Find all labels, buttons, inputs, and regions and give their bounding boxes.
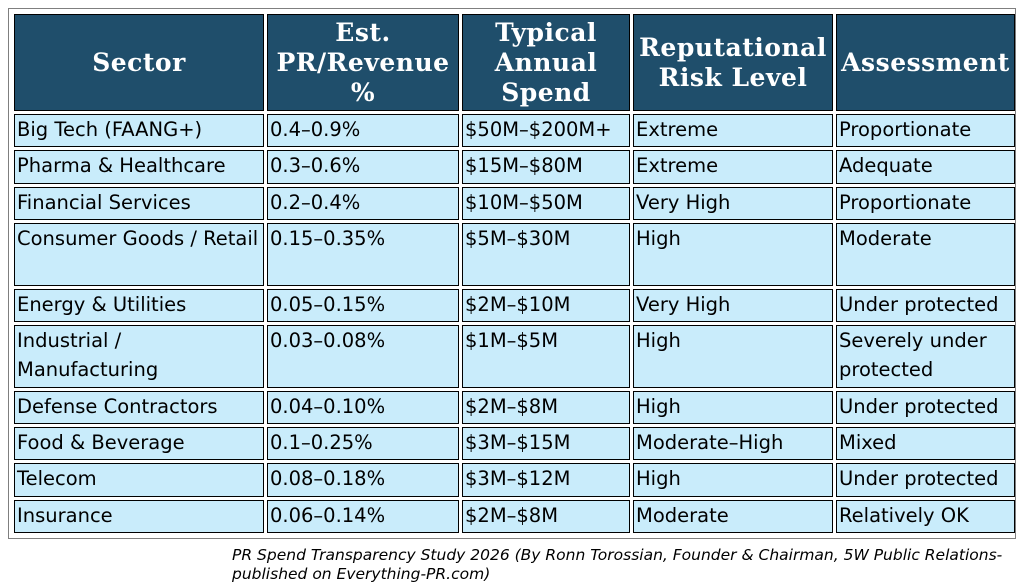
cell-assessment: Moderate: [836, 222, 1015, 286]
cell-assessment: Under protected: [836, 390, 1015, 424]
header-risk-level: Reputational Risk Level: [633, 14, 833, 111]
cell-annual-spend: $2M–$10M: [462, 288, 630, 322]
cell-sector: Industrial / Manufacturing: [14, 324, 264, 388]
pr-spend-table: Sector Est. PR/Revenue % Typical Annual …: [11, 11, 1018, 536]
cell-risk-level: High: [633, 463, 833, 497]
cell-annual-spend: $50M–$200M+: [462, 114, 630, 148]
cell-pr-revenue: 0.15–0.35%: [267, 222, 459, 286]
cell-pr-revenue: 0.03–0.08%: [267, 324, 459, 388]
cell-assessment: Under protected: [836, 288, 1015, 322]
cell-assessment: Severely under protected: [836, 324, 1015, 388]
cell-sector: Food & Beverage: [14, 426, 264, 461]
table-row: Energy & Utilities 0.05–0.15% $2M–$10M V…: [14, 288, 1015, 322]
cell-risk-level: Extreme: [633, 150, 833, 184]
cell-annual-spend: $2M–$8M: [462, 390, 630, 424]
table-row: Pharma & Healthcare 0.3–0.6% $15M–$80M E…: [14, 150, 1015, 184]
cell-annual-spend: $2M–$8M: [462, 499, 630, 533]
cell-sector: Pharma & Healthcare: [14, 150, 264, 184]
cell-sector: Defense Contractors: [14, 390, 264, 424]
cell-assessment: Relatively OK: [836, 499, 1015, 533]
cell-pr-revenue: 0.08–0.18%: [267, 463, 459, 497]
cell-sector: Financial Services: [14, 186, 264, 220]
cell-pr-revenue: 0.2–0.4%: [267, 186, 459, 220]
table-row: Industrial / Manufacturing 0.03–0.08% $1…: [14, 324, 1015, 388]
cell-assessment: Under protected: [836, 463, 1015, 497]
table-row: Defense Contractors 0.04–0.10% $2M–$8M H…: [14, 390, 1015, 424]
cell-pr-revenue: 0.1–0.25%: [267, 426, 459, 461]
cell-pr-revenue: 0.04–0.10%: [267, 390, 459, 424]
cell-pr-revenue: 0.05–0.15%: [267, 288, 459, 322]
cell-assessment: Mixed: [836, 426, 1015, 461]
cell-risk-level: High: [633, 390, 833, 424]
cell-annual-spend: $1M–$5M: [462, 324, 630, 388]
table-row: Food & Beverage 0.1–0.25% $3M–$15M Moder…: [14, 426, 1015, 461]
cell-sector: Consumer Goods / Retail: [14, 222, 264, 286]
header-annual-spend: Typical Annual Spend: [462, 14, 630, 111]
cell-annual-spend: $5M–$30M: [462, 222, 630, 286]
table-row: Insurance 0.06–0.14% $2M–$8M Moderate Re…: [14, 499, 1015, 533]
header-assessment: Assessment: [836, 14, 1015, 111]
cell-risk-level: High: [633, 324, 833, 388]
cell-sector: Insurance: [14, 499, 264, 533]
cell-sector: Energy & Utilities: [14, 288, 264, 322]
cell-pr-revenue: 0.06–0.14%: [267, 499, 459, 533]
cell-risk-level: Extreme: [633, 114, 833, 148]
cell-risk-level: Moderate–High: [633, 426, 833, 461]
cell-assessment: Adequate: [836, 150, 1015, 184]
cell-assessment: Proportionate: [836, 186, 1015, 220]
cell-pr-revenue: 0.4–0.9%: [267, 114, 459, 148]
cell-risk-level: High: [633, 222, 833, 286]
header-sector: Sector: [14, 14, 264, 111]
header-pr-revenue: Est. PR/Revenue %: [267, 14, 459, 111]
cell-annual-spend: $10M–$50M: [462, 186, 630, 220]
table-row: Telecom 0.08–0.18% $3M–$12M High Under p…: [14, 463, 1015, 497]
table-row: Consumer Goods / Retail 0.15–0.35% $5M–$…: [14, 222, 1015, 286]
cell-annual-spend: $3M–$15M: [462, 426, 630, 461]
table-header-row: Sector Est. PR/Revenue % Typical Annual …: [14, 14, 1015, 111]
cell-sector: Telecom: [14, 463, 264, 497]
cell-annual-spend: $3M–$12M: [462, 463, 630, 497]
cell-sector: Big Tech (FAANG+): [14, 114, 264, 148]
cell-pr-revenue: 0.3–0.6%: [267, 150, 459, 184]
table-row: Financial Services 0.2–0.4% $10M–$50M Ve…: [14, 186, 1015, 220]
cell-assessment: Proportionate: [836, 114, 1015, 148]
source-caption: PR Spend Transparency Study 2026 (By Ron…: [232, 546, 1003, 583]
table-row: Big Tech (FAANG+) 0.4–0.9% $50M–$200M+ E…: [14, 114, 1015, 148]
pr-spend-table-container: Sector Est. PR/Revenue % Typical Annual …: [8, 8, 1016, 539]
cell-risk-level: Moderate: [633, 499, 833, 533]
cell-risk-level: Very High: [633, 288, 833, 322]
cell-risk-level: Very High: [633, 186, 833, 220]
cell-annual-spend: $15M–$80M: [462, 150, 630, 184]
